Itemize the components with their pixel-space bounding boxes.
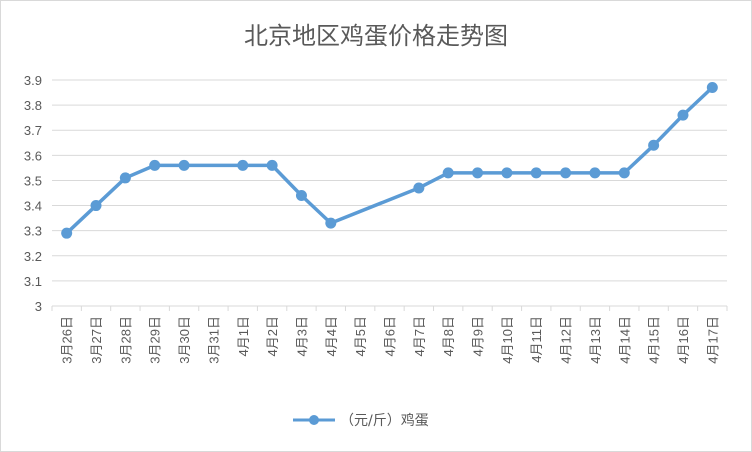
x-tick-label: 4月8日 — [441, 316, 456, 356]
x-tick-label: 3月29日 — [148, 316, 163, 364]
x-tick-label: 4月1日 — [236, 316, 251, 356]
y-tick-label: 3.4 — [24, 199, 42, 214]
legend-point-marker — [309, 415, 319, 425]
data-point — [61, 227, 73, 239]
y-tick-label: 3.5 — [24, 173, 42, 188]
data-point — [295, 190, 307, 202]
x-tick-label: 4月6日 — [383, 316, 398, 356]
x-tick-label: 3月28日 — [118, 316, 133, 364]
y-tick-label: 3.3 — [24, 224, 42, 239]
series-path — [64, 85, 715, 235]
data-point — [90, 200, 102, 212]
x-tick-label: 4月16日 — [676, 316, 691, 364]
x-tick-label: 4月10日 — [500, 316, 515, 364]
x-tick-label: 4月17日 — [705, 316, 720, 364]
data-point — [560, 167, 572, 179]
data-point — [119, 172, 131, 184]
data-point — [706, 82, 718, 94]
x-tick-label: 4月12日 — [559, 316, 574, 364]
data-point — [442, 167, 454, 179]
y-tick-label: 3.1 — [24, 274, 42, 289]
x-tick-label: 4月14日 — [617, 316, 632, 364]
x-axis: 3月26日 3月27日 3月28日 3月29日 3月30日 3月31日 4月1日 4月2日 4月… — [51, 305, 728, 364]
x-tick-label: 4月7日 — [412, 316, 427, 356]
data-point — [325, 217, 337, 229]
data-point — [618, 167, 630, 179]
legend-label: （元/斤）鸡蛋 — [340, 412, 429, 429]
y-tick-label: 3 — [35, 299, 42, 314]
data-point — [677, 109, 689, 121]
x-tick-label: 3月30日 — [177, 316, 192, 364]
y-axis-ticks: 3 3.1 3.2 3.3 3.4 3.5 3.6 3.7 3.8 3.9 — [24, 73, 42, 314]
series-line — [61, 82, 718, 239]
y-tick-label: 3.9 — [24, 73, 42, 88]
y-tick-label: 3.7 — [24, 123, 42, 138]
x-tick-label: 4月3日 — [294, 316, 309, 356]
data-point — [589, 167, 601, 179]
y-tick-label: 3.6 — [24, 148, 42, 163]
data-point — [648, 139, 660, 151]
data-point — [530, 167, 542, 179]
x-tick-label: 3月26日 — [60, 316, 75, 364]
data-point — [149, 159, 161, 171]
x-tick-label: 4月9日 — [471, 316, 486, 356]
x-tick-label: 4月15日 — [647, 316, 662, 364]
data-point — [501, 167, 513, 179]
y-tick-label: 3.8 — [24, 98, 42, 113]
gridlines — [52, 79, 727, 282]
legend: （元/斤）鸡蛋 — [293, 412, 429, 429]
x-tick-label: 3月27日 — [89, 316, 104, 364]
x-tick-label: 4月13日 — [588, 316, 603, 364]
x-tick-label: 3月31日 — [206, 316, 221, 364]
data-point — [266, 159, 278, 171]
y-tick-label: 3.2 — [24, 249, 42, 264]
chart-title: 北京地区鸡蛋价格走势图 — [244, 22, 508, 50]
x-tick-label: 4月2日 — [265, 316, 280, 356]
x-tick-label: 4月11日 — [529, 316, 544, 363]
data-point — [472, 167, 484, 179]
data-point — [413, 182, 425, 194]
x-tick-label: 4月4日 — [324, 316, 339, 356]
data-point — [178, 159, 190, 171]
data-point — [237, 159, 249, 171]
x-tick-label: 4月5日 — [353, 316, 368, 356]
